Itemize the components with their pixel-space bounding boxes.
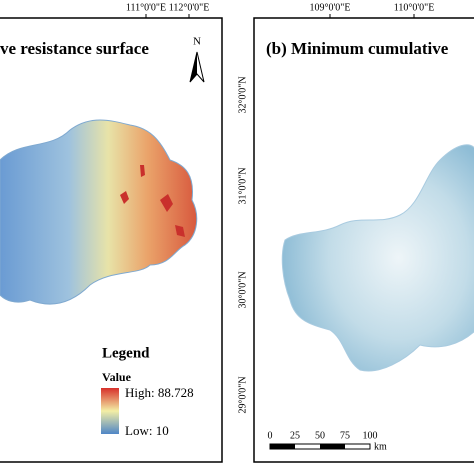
lat-label: 32°0'0"N (237, 76, 248, 113)
lat-label: 31°0'0"N (237, 167, 248, 204)
legend-high: High: 88.728 (125, 385, 194, 400)
scale-tick: 0 (268, 430, 273, 441)
north-arrow (190, 52, 197, 82)
scale-tick: 50 (315, 430, 325, 441)
lat-label: 29°0'0"N (237, 376, 248, 413)
panel-title: (b) Minimum cumulative (266, 39, 449, 58)
lon-label: 112°0'0"E (169, 2, 210, 13)
scale-tick: 75 (340, 430, 350, 441)
legend-subtitle: Value (102, 370, 132, 384)
scale-bar (270, 444, 295, 449)
high-resistance (120, 165, 185, 237)
scale-bar (320, 444, 345, 449)
left-frame (0, 17, 223, 463)
scale-bar (269, 443, 371, 450)
scale-labels: 0 25 50 75 100 km (268, 430, 388, 452)
lon-label: 110°0'0"E (394, 2, 435, 13)
scale-unit: km (374, 441, 387, 452)
right-frame (253, 17, 474, 463)
legend-gradient (101, 388, 119, 434)
legend-title: Legend (102, 345, 150, 361)
cumulative-map (281, 144, 474, 372)
lat-label: 30°0'0"N (237, 271, 248, 308)
panel-title: ve resistance surface (0, 39, 149, 58)
lon-label: 109°0'0"E (310, 2, 351, 13)
scale-tick: 25 (290, 430, 300, 441)
resistance-map (0, 119, 198, 305)
scale-tick: 100 (363, 430, 378, 441)
lon-label: 111°0'0"E (126, 2, 166, 13)
north-label: N (193, 36, 201, 48)
lat-labels: 32°0'0"N 31°0'0"N 30°0'0"N 29°0'0"N (237, 76, 248, 413)
legend-low: Low: 10 (125, 423, 169, 438)
